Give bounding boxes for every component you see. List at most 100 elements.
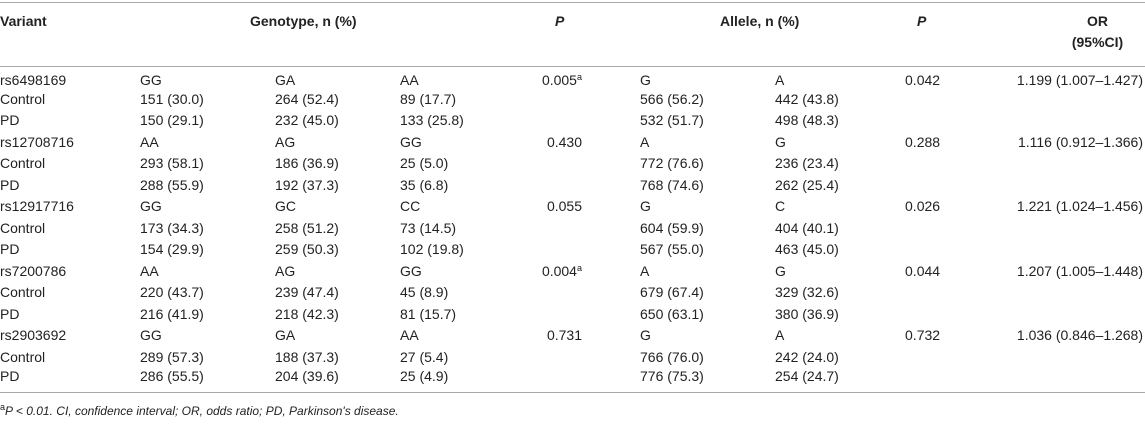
table-row: rs7200786 AA AG GG 0.004a A G 0.044 1.207 (1.005… — [0, 260, 1145, 282]
table-cell: GG — [140, 327, 162, 344]
table-cell: 73 (14.5) — [400, 219, 457, 236]
table-cell: Control — [0, 284, 46, 301]
table-cell — [510, 303, 640, 325]
table-cell: 186 (36.9) — [275, 155, 339, 172]
table-cell: G — [640, 198, 651, 215]
table-cell: 566 (56.2) — [640, 90, 704, 107]
table-row: rs12708716 AA AG GG 0.430 A G 0.288 1.116 (0.912… — [0, 131, 1145, 153]
table-cell: 188 (37.3) — [275, 348, 339, 365]
table-cell: 45 (8.9) — [400, 284, 449, 301]
header-cell: OR (95%CI) — [1000, 3, 1145, 67]
table-cell — [905, 110, 1000, 132]
table-cell: 204 (39.6) — [275, 367, 339, 384]
table-cell — [1000, 174, 1145, 196]
table-cell: PD — [0, 176, 20, 193]
table-row: rs6498169 GG GA AA 0.005a G A 0.042 1.199 (1.007… — [0, 67, 1145, 88]
table-cell: Control — [0, 348, 46, 365]
table-cell — [510, 153, 640, 175]
table-cell: 288 (55.9) — [140, 176, 204, 193]
table-cell: Control — [0, 155, 46, 172]
table-cell: 1.207 (1.005–1.448) — [1016, 262, 1144, 279]
table-cell: 254 (24.7) — [775, 367, 839, 384]
table-cell: A — [640, 133, 650, 150]
table-cell: 772 (76.6) — [640, 155, 704, 172]
table-cell: Control — [0, 219, 46, 236]
table-cell: 173 (34.3) — [140, 219, 204, 236]
table-cell: AA — [400, 327, 419, 344]
table-cell: 768 (74.6) — [640, 176, 704, 193]
table-cell: C — [775, 198, 786, 215]
table-cell: 0.732 — [905, 327, 941, 344]
table-cell — [905, 88, 1000, 110]
table-cell: G — [775, 133, 786, 150]
table-row: rs12917716 GG GC CC 0.055 G C 0.026 1.221 (1.024… — [0, 196, 1145, 218]
table-cell: G — [640, 327, 651, 344]
table-cell: 192 (37.3) — [275, 176, 339, 193]
table-cell: 498 (48.3) — [775, 112, 839, 129]
table-row: Control 173 (34.3) 258 (51.2) 73 (14.5) 604 … — [0, 217, 1145, 239]
table-cell: rs7200786 — [0, 262, 67, 279]
table-cell: 81 (15.7) — [400, 305, 457, 322]
table-cell: 776 (75.3) — [640, 367, 704, 384]
header-line: (95%CI) — [1071, 34, 1124, 50]
table-cell: 220 (43.7) — [140, 284, 204, 301]
header-cell: P — [555, 13, 565, 29]
table-cell — [1000, 88, 1145, 110]
table-cell — [905, 282, 1000, 304]
table-cell: 0.026 — [905, 198, 941, 215]
table-cell: 35 (6.8) — [400, 176, 449, 193]
table-cell: 0.055 — [546, 198, 582, 215]
table-cell: AA — [140, 262, 159, 279]
table-cell: 289 (57.3) — [140, 348, 204, 365]
table-cell: 0.044 — [905, 262, 941, 279]
table-cell: 1.221 (1.024–1.456) — [1016, 198, 1144, 215]
table-cell — [1000, 217, 1145, 239]
table-cell: GG — [140, 198, 162, 215]
table-cell: 0.004a — [510, 260, 640, 282]
table-row: Control 293 (58.1) 186 (36.9) 25 (5.0) 772 (… — [0, 153, 1145, 175]
table-cell: 329 (32.6) — [775, 284, 839, 301]
table-cell: 766 (76.0) — [640, 348, 704, 365]
table-cell — [905, 153, 1000, 175]
table-cell: 262 (25.4) — [775, 176, 839, 193]
table-row: PD 286 (55.5) 204 (39.6) 25 (4.9) 776 (75.3)… — [0, 368, 1145, 393]
table-cell — [1000, 368, 1145, 393]
cell-sup: a — [576, 262, 582, 273]
table-cell: 567 (55.0) — [640, 241, 704, 258]
table-cell: 25 (4.9) — [400, 367, 449, 384]
table-cell: 151 (30.0) — [140, 90, 204, 107]
cell-sup: a — [576, 72, 582, 82]
table-cell — [905, 217, 1000, 239]
data-table: Variant Genotype, n (%) P Allele, n (%) … — [0, 2, 1145, 393]
table-cell: AA — [140, 133, 159, 150]
table-cell — [905, 239, 1000, 261]
table-cell: 264 (52.4) — [275, 90, 339, 107]
table-row: Control 151 (30.0) 264 (52.4) 89 (17.7) 566 … — [0, 88, 1145, 110]
table-cell: 442 (43.8) — [775, 90, 839, 107]
table-cell — [1000, 303, 1145, 325]
table-cell: GA — [275, 72, 296, 88]
table-cell: G — [640, 72, 651, 88]
table-cell: 650 (63.1) — [640, 305, 704, 322]
table-cell: PD — [0, 241, 20, 258]
table-row: PD 288 (55.9) 192 (37.3) 35 (6.8) 768 (74.6)… — [0, 174, 1145, 196]
table-cell: AG — [275, 262, 296, 279]
table-cell — [905, 174, 1000, 196]
table-cell: 25 (5.0) — [400, 155, 449, 172]
table-cell — [1000, 110, 1145, 132]
header-cell: Allele, n (%) — [720, 13, 800, 29]
table-cell — [510, 368, 640, 393]
table-cell — [905, 368, 1000, 393]
table-cell: A — [775, 72, 785, 88]
table-cell: GG — [140, 72, 162, 88]
table-cell: 293 (58.1) — [140, 155, 204, 172]
table-cell — [1000, 282, 1145, 304]
table-cell: rs12708716 — [0, 133, 74, 150]
footnote-text: P < 0.01. CI, confidence interval; OR, o… — [5, 403, 399, 418]
table-cell: 604 (59.9) — [640, 219, 704, 236]
table-cell: 216 (41.9) — [140, 305, 204, 322]
table-cell: 286 (55.5) — [140, 367, 204, 384]
header-row: Variant Genotype, n (%) P Allele, n (%) … — [0, 2, 1145, 67]
table-cell: 259 (50.3) — [275, 241, 339, 258]
table-row: PD 150 (29.1) 232 (45.0) 133 (25.8) 532 (51.… — [0, 110, 1145, 132]
